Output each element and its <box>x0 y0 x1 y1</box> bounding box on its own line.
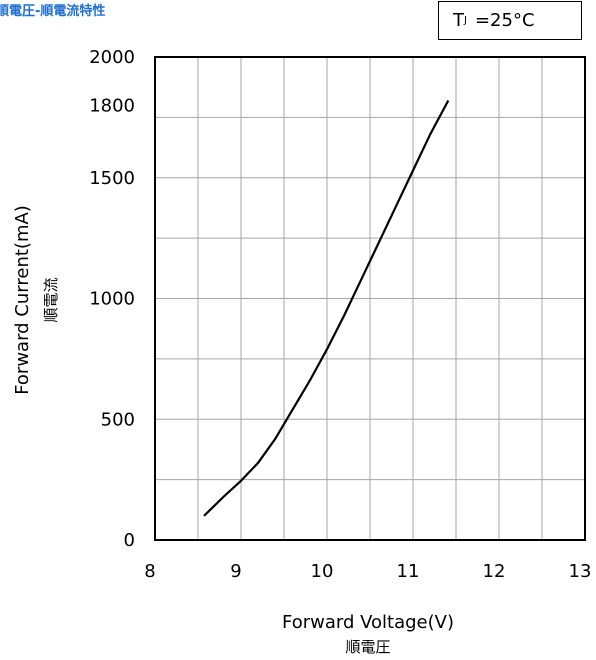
temp-value: =25°C <box>474 10 535 31</box>
chart-title: 順電圧-順電流特性 <box>0 4 106 19</box>
plot-frame <box>154 56 586 541</box>
x-tick-label: 9 <box>230 561 241 582</box>
x-tick-label: 11 <box>397 561 420 582</box>
series-line <box>203 99 450 517</box>
y-tick-label: 1500 <box>89 168 135 189</box>
temp-subscript: J <box>464 15 467 26</box>
y-axis-sublabel: 順電流 <box>42 277 60 322</box>
x-tick-label: 13 <box>569 561 592 582</box>
x-axis-label: Forward Voltage(V) <box>282 612 454 633</box>
y-tick-label: 0 <box>124 530 135 551</box>
grid-lines <box>155 57 585 540</box>
x-tick-label: 12 <box>483 561 506 582</box>
y-tick-label: 2000 <box>89 47 135 68</box>
temperature-legend-box: T J =25°C <box>438 1 582 40</box>
temp-symbol: T <box>453 10 464 31</box>
x-axis-ticks: 8 9 10 11 12 13 <box>144 561 591 582</box>
y-tick-label: 500 <box>101 409 135 430</box>
y-axis-label: Forward Current(mA) <box>12 205 33 395</box>
y-tick-label: 1800 <box>89 95 135 116</box>
x-tick-label: 8 <box>144 561 155 582</box>
y-tick-label: 1000 <box>89 289 135 310</box>
x-tick-label: 10 <box>311 561 334 582</box>
y-axis-ticks: 0 500 1000 1500 1800 2000 <box>89 47 135 551</box>
x-axis-sublabel: 順電圧 <box>345 638 390 656</box>
